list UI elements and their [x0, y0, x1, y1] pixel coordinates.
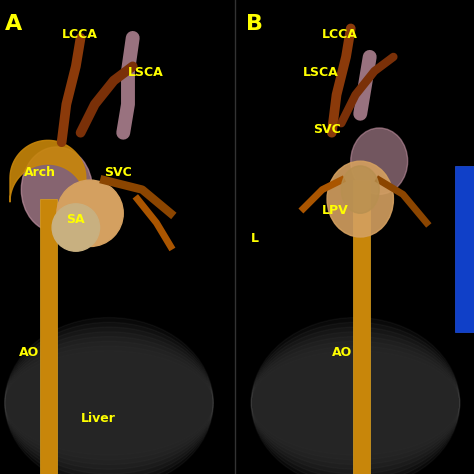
Text: L: L: [251, 232, 259, 245]
Ellipse shape: [351, 128, 408, 194]
Text: Arch: Arch: [24, 166, 56, 179]
Text: SA: SA: [66, 213, 85, 226]
Text: A: A: [5, 14, 22, 34]
Circle shape: [52, 204, 100, 251]
Text: LSCA: LSCA: [303, 66, 339, 79]
Text: Liver: Liver: [81, 412, 116, 425]
Bar: [40, 199, 57, 474]
Ellipse shape: [5, 327, 213, 474]
Ellipse shape: [251, 322, 460, 474]
Bar: [455, 166, 474, 332]
Text: SVC: SVC: [104, 166, 132, 179]
Ellipse shape: [5, 318, 213, 474]
Text: AO: AO: [332, 346, 352, 359]
Circle shape: [57, 180, 123, 246]
Ellipse shape: [5, 322, 213, 474]
Ellipse shape: [327, 161, 393, 237]
Ellipse shape: [251, 318, 460, 474]
Ellipse shape: [341, 166, 379, 213]
Ellipse shape: [21, 147, 92, 232]
Text: LCCA: LCCA: [322, 28, 358, 41]
Text: LCCA: LCCA: [62, 28, 98, 41]
Text: LPV: LPV: [322, 204, 349, 217]
Text: LSCA: LSCA: [128, 66, 164, 79]
Ellipse shape: [251, 327, 460, 474]
Text: B: B: [246, 14, 264, 34]
Text: SVC: SVC: [313, 123, 341, 136]
Text: AO: AO: [19, 346, 39, 359]
Bar: [353, 180, 370, 474]
